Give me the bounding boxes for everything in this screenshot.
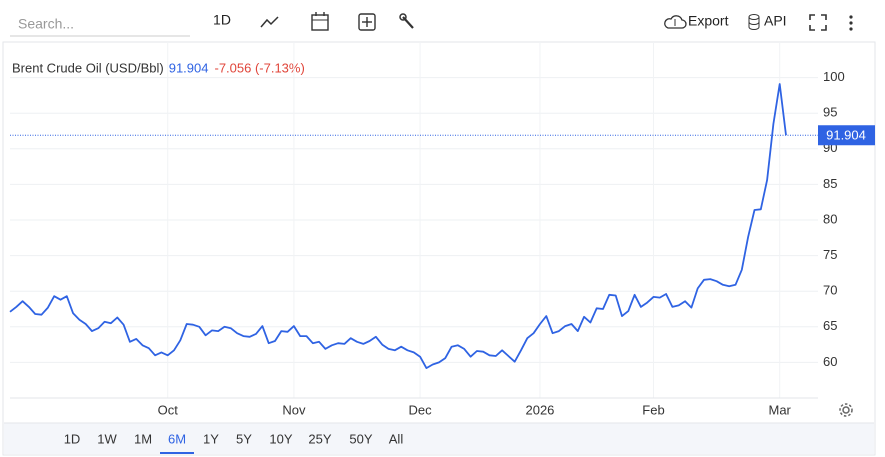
x-tick-label: Dec [409, 402, 433, 417]
export-button[interactable]: Export [688, 13, 729, 29]
x-tick-label: Mar [768, 402, 791, 417]
range-button[interactable]: 50Y [349, 431, 372, 446]
calendar-icon[interactable] [311, 12, 329, 31]
api-icon[interactable] [748, 14, 760, 30]
fullscreen-icon[interactable] [809, 14, 827, 31]
last-value: 91.904 [169, 60, 209, 75]
y-tick-label: 95 [823, 105, 837, 120]
last-price-box [818, 125, 875, 146]
interval-button[interactable]: 1D [213, 12, 231, 28]
y-tick-label: 85 [823, 176, 837, 191]
x-tick-label: Nov [282, 402, 306, 417]
x-tick-label: 2026 [525, 402, 554, 417]
price-line [9, 83, 787, 369]
change: -7.056 (-7.13%) [214, 60, 304, 75]
chart-title: Brent Crude Oil (USD/Bbl) [12, 60, 164, 75]
y-tick-label: 60 [823, 354, 837, 369]
last-price-label: 91.904 [826, 128, 866, 143]
y-tick-label: 70 [823, 283, 837, 298]
range-button[interactable]: All [389, 431, 404, 446]
line-type-icon[interactable] [260, 16, 279, 28]
add-icon[interactable] [358, 13, 376, 31]
range-button[interactable]: 6M [168, 431, 186, 446]
search-input[interactable]: Search... [18, 16, 74, 32]
y-tick-label: 100 [823, 69, 845, 84]
menu-icon[interactable] [849, 15, 853, 31]
y-tick-label: 75 [823, 247, 837, 262]
range-button[interactable]: 25Y [308, 431, 331, 446]
range-bar [4, 423, 874, 454]
tools-icon[interactable] [399, 13, 414, 29]
range-button[interactable]: 10Y [269, 431, 292, 446]
chart-frame [2, 41, 876, 456]
range-button[interactable]: 1M [134, 431, 152, 446]
export-icon[interactable] [664, 15, 687, 29]
range-button[interactable]: 5Y [236, 431, 252, 446]
range-button[interactable]: 1W [97, 431, 117, 446]
y-tick-label: 65 [823, 318, 837, 333]
api-button[interactable]: API [764, 13, 787, 29]
y-tick-label: 80 [823, 211, 837, 226]
x-tick-label: Oct [158, 402, 179, 417]
x-tick-label: Feb [642, 402, 664, 417]
range-button[interactable]: 1Y [203, 431, 219, 446]
settings-icon[interactable] [839, 403, 853, 417]
range-button[interactable]: 1D [64, 431, 81, 446]
